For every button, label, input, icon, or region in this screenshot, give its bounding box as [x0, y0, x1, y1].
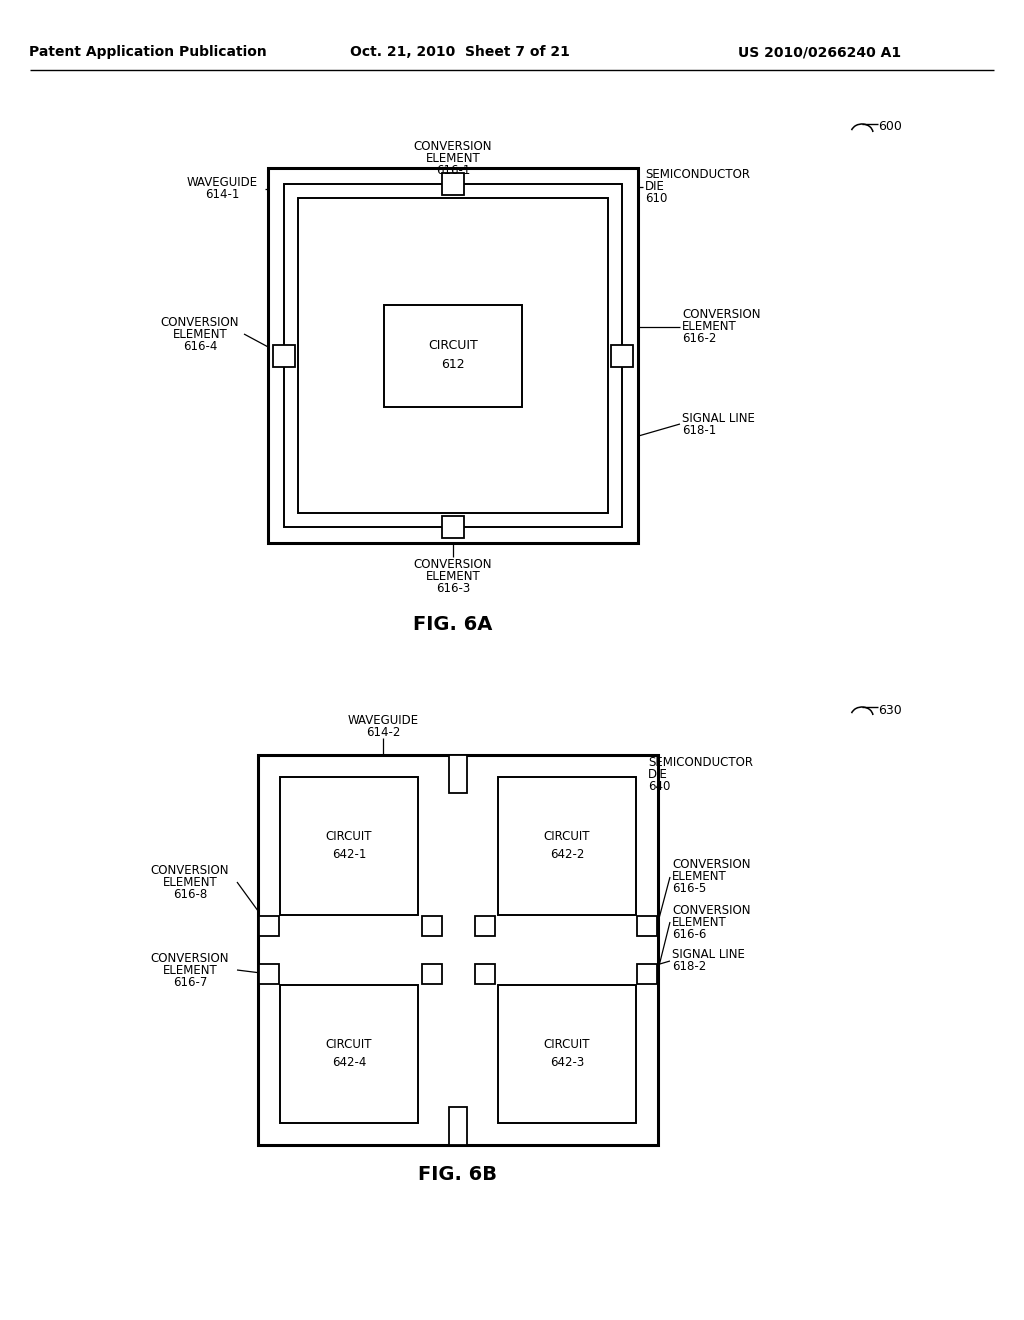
- Text: ELEMENT: ELEMENT: [163, 964, 217, 977]
- Bar: [611, 345, 633, 367]
- Text: ELEMENT: ELEMENT: [672, 916, 727, 928]
- Text: 616-7: 616-7: [173, 975, 207, 989]
- Bar: [474, 964, 495, 983]
- Text: DIE: DIE: [645, 181, 665, 194]
- Text: SIGNAL LINE: SIGNAL LINE: [682, 412, 755, 425]
- Text: CONVERSION: CONVERSION: [414, 140, 493, 153]
- Text: 618-2: 618-2: [672, 961, 707, 974]
- Text: 612: 612: [441, 358, 465, 371]
- Text: 614-2: 614-2: [366, 726, 400, 738]
- Bar: [268, 168, 638, 543]
- Text: ELEMENT: ELEMENT: [682, 321, 736, 334]
- Bar: [259, 964, 279, 983]
- Text: 616-5: 616-5: [672, 883, 707, 895]
- Text: ELEMENT: ELEMENT: [672, 870, 727, 883]
- Text: 642-4: 642-4: [332, 1056, 367, 1068]
- Text: CONVERSION: CONVERSION: [414, 557, 493, 570]
- Bar: [422, 916, 441, 936]
- Text: 642-1: 642-1: [332, 847, 367, 861]
- Text: 616-1: 616-1: [436, 164, 470, 177]
- Text: CONVERSION: CONVERSION: [672, 858, 751, 871]
- Bar: [258, 755, 658, 1144]
- Text: CONVERSION: CONVERSION: [151, 863, 229, 876]
- Text: FIG. 6A: FIG. 6A: [414, 615, 493, 635]
- Text: WAVEGUIDE: WAVEGUIDE: [347, 714, 419, 726]
- Text: Oct. 21, 2010  Sheet 7 of 21: Oct. 21, 2010 Sheet 7 of 21: [350, 45, 570, 59]
- Bar: [498, 777, 636, 915]
- Text: 614-1: 614-1: [205, 189, 240, 202]
- Text: DIE: DIE: [648, 767, 668, 780]
- Text: 616-3: 616-3: [436, 582, 470, 594]
- Bar: [298, 198, 608, 513]
- Text: 640: 640: [648, 780, 671, 792]
- Text: ELEMENT: ELEMENT: [426, 152, 480, 165]
- Text: SEMICONDUCTOR: SEMICONDUCTOR: [645, 169, 750, 181]
- Bar: [284, 183, 622, 527]
- Text: SIGNAL LINE: SIGNAL LINE: [672, 949, 744, 961]
- Bar: [449, 755, 467, 793]
- Text: 616-6: 616-6: [672, 928, 707, 940]
- Text: US 2010/0266240 A1: US 2010/0266240 A1: [738, 45, 901, 59]
- Text: CIRCUIT: CIRCUIT: [544, 1039, 590, 1052]
- Bar: [498, 985, 636, 1123]
- Text: CONVERSION: CONVERSION: [682, 309, 761, 322]
- Text: CIRCUIT: CIRCUIT: [326, 830, 373, 843]
- Text: CONVERSION: CONVERSION: [672, 903, 751, 916]
- Bar: [280, 777, 418, 915]
- Bar: [449, 1107, 467, 1144]
- Text: CIRCUIT: CIRCUIT: [326, 1039, 373, 1052]
- Bar: [637, 964, 657, 983]
- Text: FIG. 6B: FIG. 6B: [419, 1166, 498, 1184]
- Bar: [442, 516, 464, 539]
- Bar: [474, 916, 495, 936]
- Text: SEMICONDUCTOR: SEMICONDUCTOR: [648, 755, 753, 768]
- Text: ELEMENT: ELEMENT: [426, 569, 480, 582]
- Bar: [280, 985, 418, 1123]
- Text: CONVERSION: CONVERSION: [161, 315, 240, 329]
- Text: CONVERSION: CONVERSION: [151, 952, 229, 965]
- Bar: [259, 916, 279, 936]
- Bar: [273, 345, 295, 367]
- Text: CIRCUIT: CIRCUIT: [428, 339, 478, 352]
- Text: 618-1: 618-1: [682, 424, 716, 437]
- Bar: [422, 964, 441, 983]
- Text: ELEMENT: ELEMENT: [163, 875, 217, 888]
- Text: 630: 630: [878, 704, 902, 717]
- Bar: [442, 173, 464, 195]
- Text: WAVEGUIDE: WAVEGUIDE: [186, 177, 258, 190]
- Text: CIRCUIT: CIRCUIT: [544, 830, 590, 843]
- Bar: [637, 916, 657, 936]
- Text: ELEMENT: ELEMENT: [173, 327, 227, 341]
- Text: 600: 600: [878, 120, 902, 133]
- Text: 610: 610: [645, 193, 668, 206]
- Text: 642-3: 642-3: [550, 1056, 584, 1068]
- Text: Patent Application Publication: Patent Application Publication: [29, 45, 267, 59]
- Text: 616-8: 616-8: [173, 887, 207, 900]
- Text: 616-4: 616-4: [183, 339, 217, 352]
- Text: 616-2: 616-2: [682, 333, 717, 346]
- Bar: [384, 305, 522, 407]
- Text: 642-2: 642-2: [550, 847, 584, 861]
